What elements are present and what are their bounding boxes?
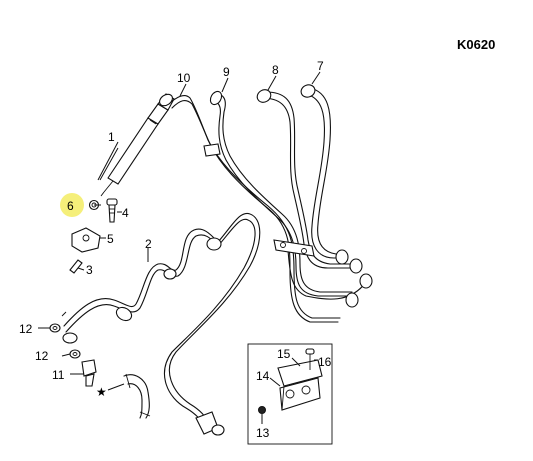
hose[interactable] <box>123 373 151 419</box>
injection-lines[interactable] <box>167 87 367 323</box>
callout-7[interactable]: 7 <box>317 59 324 73</box>
callout-9[interactable]: 9 <box>223 65 230 79</box>
callout-2[interactable]: 2 <box>145 237 152 251</box>
callout-3[interactable]: 3 <box>86 263 93 277</box>
inset-nut[interactable] <box>258 406 266 414</box>
callout-star[interactable]: ★ <box>96 385 107 399</box>
callout-6[interactable]: 6 <box>67 199 74 213</box>
callout-12-lower[interactable]: 12 <box>35 349 49 363</box>
injector[interactable] <box>100 93 175 197</box>
leader-lines <box>38 71 321 424</box>
callout-15[interactable]: 15 <box>277 347 291 361</box>
diagram-code: K0620 <box>457 37 495 52</box>
callout-1[interactable]: 1 <box>108 130 115 144</box>
callout-12-upper[interactable]: 12 <box>19 322 33 336</box>
banjo-washer-lower[interactable] <box>69 349 81 359</box>
inset-clamp-assembly[interactable] <box>277 359 323 411</box>
inset-screw[interactable] <box>305 348 315 370</box>
line-bracket[interactable] <box>273 239 315 257</box>
callout-11[interactable]: 11 <box>52 368 65 382</box>
callout-5[interactable]: 5 <box>107 232 114 246</box>
inset-frame <box>247 343 333 445</box>
callout-10[interactable]: 10 <box>177 71 191 85</box>
callout-13[interactable]: 13 <box>256 426 270 440</box>
return-line-fittings <box>62 237 225 436</box>
clamp[interactable] <box>71 227 101 253</box>
callout-16[interactable]: 16 <box>318 355 332 369</box>
callout-8[interactable]: 8 <box>272 63 279 77</box>
bolt[interactable] <box>106 198 118 223</box>
dowel-pin[interactable] <box>69 259 83 274</box>
callout-4[interactable]: 4 <box>122 206 129 220</box>
return-line[interactable] <box>63 212 261 431</box>
banjo-bolt[interactable] <box>81 359 97 387</box>
callout-14[interactable]: 14 <box>256 369 270 383</box>
line-nuts <box>159 84 373 308</box>
callout-6-highlight <box>60 193 84 217</box>
small-bracket[interactable] <box>203 143 221 157</box>
banjo-washer-upper[interactable] <box>49 311 67 333</box>
